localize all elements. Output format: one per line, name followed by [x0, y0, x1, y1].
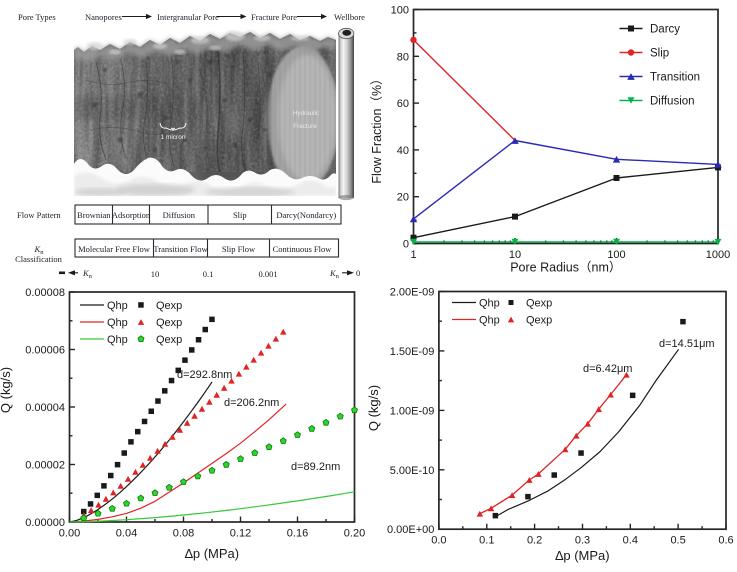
svg-text:0.00002: 0.00002	[25, 460, 65, 472]
svg-text:80: 80	[397, 51, 409, 63]
svg-text:40: 40	[397, 145, 409, 157]
svg-text:Continuous Flow: Continuous Flow	[273, 244, 333, 254]
svg-text:10: 10	[151, 269, 160, 279]
svg-text:0.0: 0.0	[431, 535, 446, 547]
svg-text:0.12: 0.12	[230, 528, 251, 540]
svg-text:Kn: Kn	[34, 244, 45, 256]
svg-text:0.20: 0.20	[344, 528, 365, 540]
svg-text:d=292.8nm: d=292.8nm	[177, 369, 232, 381]
svg-text:1: 1	[410, 249, 416, 261]
svg-text:100: 100	[607, 249, 625, 261]
svg-text:Classification: Classification	[15, 254, 62, 264]
svg-text:Q (kg/s): Q (kg/s)	[0, 367, 13, 413]
svg-text:Qexp: Qexp	[156, 317, 182, 329]
svg-text:Kn: Kn	[329, 268, 340, 280]
svg-text:60: 60	[397, 98, 409, 110]
svg-text:Qhp: Qhp	[107, 317, 128, 329]
svg-text:0.4: 0.4	[623, 535, 638, 547]
svg-text:Flow Pattern: Flow Pattern	[17, 210, 61, 220]
svg-text:0.16: 0.16	[287, 528, 308, 540]
svg-text:Flow Fraction（%）: Flow Fraction（%）	[370, 72, 384, 183]
svg-text:0.00004: 0.00004	[25, 402, 65, 414]
svg-text:0.00: 0.00	[59, 528, 80, 540]
svg-text:1.00E-09: 1.00E-09	[390, 405, 435, 417]
svg-text:100: 100	[391, 5, 409, 17]
svg-text:0: 0	[403, 239, 409, 251]
svg-text:∆p (MPa): ∆p (MPa)	[185, 546, 239, 561]
svg-text:Slip: Slip	[233, 210, 247, 220]
svg-text:Hydraulic: Hydraulic	[293, 110, 319, 117]
svg-text:Molecular Free Flow: Molecular Free Flow	[78, 244, 151, 254]
svg-text:0.3: 0.3	[575, 535, 590, 547]
svg-text:Qexp: Qexp	[156, 334, 182, 346]
svg-text:1.50E-09: 1.50E-09	[390, 346, 435, 358]
svg-text:Q (kg/s): Q (kg/s)	[366, 385, 381, 431]
svg-text:d=89.2nm: d=89.2nm	[291, 461, 340, 473]
svg-text:Qexp: Qexp	[156, 300, 182, 312]
svg-text:Darcy: Darcy	[650, 24, 680, 36]
svg-text:Pore Radius（nm）: Pore Radius（nm）	[510, 261, 621, 275]
svg-text:Qhp: Qhp	[479, 298, 500, 310]
svg-text:Adsorption: Adsorption	[112, 210, 151, 220]
svg-text:Diffusion: Diffusion	[650, 96, 695, 108]
svg-text:Slip: Slip	[650, 48, 669, 60]
svg-text:0.00000: 0.00000	[25, 517, 65, 529]
svg-text:2.00E-09: 2.00E-09	[390, 287, 435, 299]
svg-text:0.08: 0.08	[173, 528, 194, 540]
svg-text:0.1: 0.1	[479, 535, 494, 547]
svg-text:0.1: 0.1	[203, 269, 214, 279]
svg-text:Diffusion: Diffusion	[163, 210, 196, 220]
svg-text:0.04: 0.04	[116, 528, 137, 540]
svg-text:0.00006: 0.00006	[25, 345, 65, 357]
svg-text:20: 20	[397, 192, 409, 204]
svg-text:10: 10	[509, 249, 521, 261]
svg-text:5.00E-10: 5.00E-10	[390, 465, 435, 477]
svg-text:Transition Flow: Transition Flow	[153, 244, 208, 254]
svg-text:Darcy(Nondarcy): Darcy(Nondarcy)	[276, 210, 336, 220]
svg-text:Wellbore: Wellbore	[334, 12, 365, 22]
svg-text:Slip Flow: Slip Flow	[222, 244, 256, 254]
svg-text:1 micron: 1 micron	[161, 134, 186, 141]
svg-text:Nanopores: Nanopores	[85, 12, 122, 22]
svg-text:Qexp: Qexp	[526, 315, 552, 327]
svg-text:Brownian: Brownian	[77, 210, 111, 220]
svg-text:0.2: 0.2	[527, 535, 542, 547]
svg-text:d=6.42μm: d=6.42μm	[583, 363, 632, 375]
svg-text:0.6: 0.6	[718, 535, 733, 547]
svg-text:Intergranular Pore: Intergranular Pore	[157, 12, 219, 22]
svg-text:d=14.51μm: d=14.51μm	[659, 338, 715, 350]
svg-text:∆p (MPa): ∆p (MPa)	[555, 548, 609, 563]
svg-text:0.001: 0.001	[258, 269, 277, 279]
svg-text:0: 0	[356, 268, 360, 278]
svg-text:Qhp: Qhp	[479, 315, 500, 327]
svg-text:Qhp: Qhp	[107, 334, 128, 346]
svg-text:d=206.2nm: d=206.2nm	[224, 397, 279, 409]
svg-text:Pore Types: Pore Types	[18, 12, 56, 22]
svg-text:0.5: 0.5	[670, 535, 685, 547]
svg-text:Qexp: Qexp	[526, 298, 552, 310]
svg-text:0.00008: 0.00008	[25, 287, 65, 299]
svg-text:0.00E+00: 0.00E+00	[387, 524, 434, 536]
svg-text:Fracture Pore: Fracture Pore	[251, 12, 297, 22]
svg-text:Fracture: Fracture	[293, 123, 317, 130]
svg-text:Qhp: Qhp	[107, 300, 128, 312]
svg-text:Transition: Transition	[650, 72, 700, 84]
svg-text:Kn: Kn	[82, 268, 93, 280]
svg-text:1000: 1000	[706, 249, 730, 261]
